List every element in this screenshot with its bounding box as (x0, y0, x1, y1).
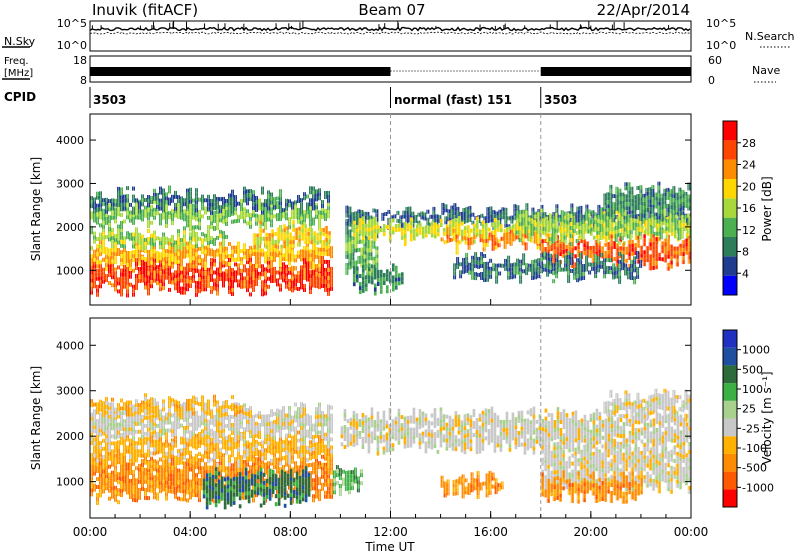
colorbar-tick-label: 12 (742, 224, 756, 237)
colorbar-tick-label: 8 (742, 246, 749, 259)
nave-tick-bottom: 0 (708, 74, 715, 87)
nave-label: Nave (752, 64, 780, 77)
cpid-segment-1: 3503 (93, 93, 126, 107)
noise-traces (89, 21, 691, 35)
frequency-traces (90, 67, 691, 76)
y-tick-label: 2000 (56, 221, 84, 234)
date-title: 22/Apr/2014 (597, 1, 690, 19)
colorbar-swatch (723, 256, 737, 276)
colorbar-swatch (723, 121, 737, 141)
noise-left-tick-top: 10^5 (57, 17, 87, 30)
colorbar-swatch (723, 159, 737, 179)
colorbar-swatch (723, 275, 737, 295)
cpid-segment-2: normal (fast) 151 (394, 93, 512, 107)
power-colorbar-label: Power [dB] (760, 176, 774, 241)
colorbar-swatch (723, 217, 737, 237)
noise-sky-trace (89, 26, 691, 32)
frequency-band (90, 67, 391, 76)
power-colorbar: 4 8 12 16 20 24 28 (722, 120, 756, 296)
noise-right-tick-top: 10^5 (706, 17, 736, 30)
y-tick-label: 1000 (56, 264, 84, 277)
colorbar-swatch (723, 179, 737, 199)
frequency-band (540, 67, 691, 76)
power-panel: 1000 2000 3000 4000 Slant Range [km] 4 8 12 16… (29, 113, 774, 306)
noise-sky-label: N.Sky (4, 35, 36, 48)
noise-search-label: N.Search (745, 30, 795, 43)
freq-label-line1: Freq. (4, 56, 29, 67)
noise-right-tick-bottom: 10^0 (706, 39, 736, 52)
freq-label-line2: [MHz] (4, 68, 33, 79)
power-ylabel: Slant Range [km] (29, 157, 43, 261)
colorbar-swatch (723, 140, 737, 160)
y-tick-label: 4000 (56, 134, 84, 147)
noise-search-trace (89, 31, 691, 35)
nave-tick-top: 60 (708, 54, 722, 67)
beam-title: Beam 07 (358, 1, 425, 19)
power-y-axis: 1000 2000 3000 4000 (56, 134, 691, 277)
colorbar-tick-label: 20 (742, 180, 756, 193)
y-tick-label: 3000 (56, 177, 84, 190)
cpid-segment-3: 3503 (544, 93, 577, 107)
noise-left-tick-bottom: 10^0 (57, 39, 87, 52)
colorbar-tick-label: 4 (742, 267, 749, 280)
station-title: Inuvik (fitACF) (92, 1, 198, 19)
colorbar-swatch (723, 198, 737, 218)
colorbar-swatch (723, 237, 737, 257)
frequency-panel: Freq. [MHz] 18 8 60 0 Nave (2, 54, 780, 87)
colorbar-tick-label: 24 (742, 159, 756, 172)
noise-panel: N.Sky 10^5 10^0 10^5 10^0 N.Search (2, 17, 795, 52)
cpid-label: CPID (4, 90, 36, 104)
colorbar-tick-label: 28 (742, 137, 756, 150)
cpid-strip: CPID 3503 normal (fast) 151 3503 (4, 87, 577, 108)
freq-tick-top: 18 (73, 54, 87, 67)
freq-tick-bottom: 8 (80, 74, 87, 87)
colorbar-tick-label: 16 (742, 202, 756, 215)
